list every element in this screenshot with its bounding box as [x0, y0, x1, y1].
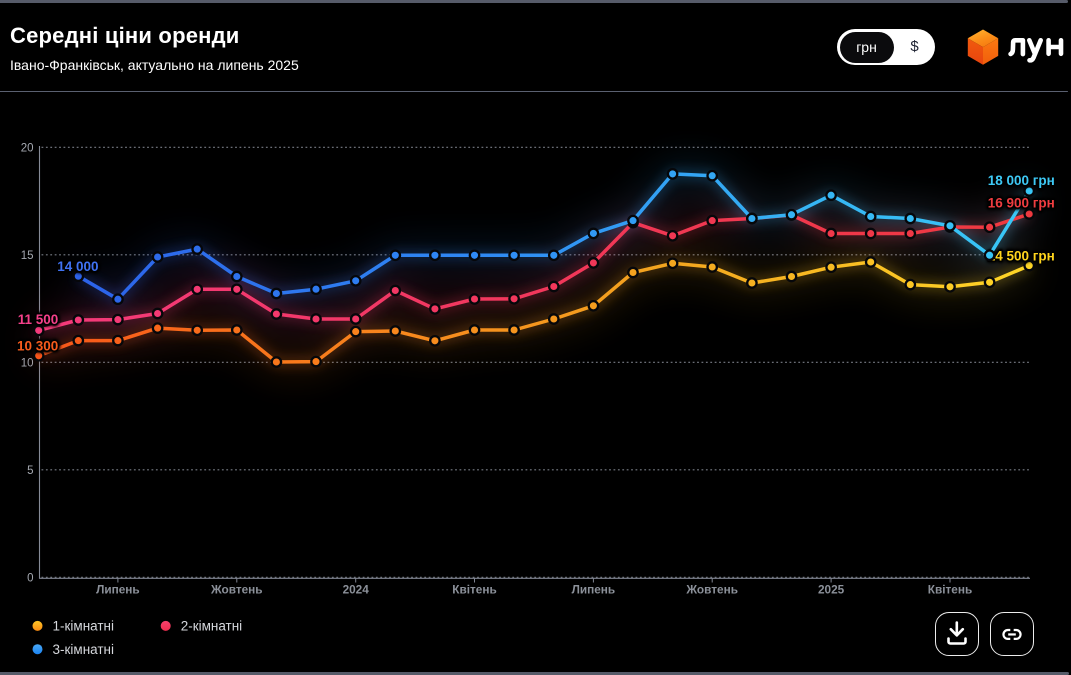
svg-text:10: 10 — [21, 357, 34, 369]
svg-text:Жовтень: Жовтень — [685, 583, 738, 597]
svg-text:2024: 2024 — [343, 583, 370, 597]
svg-text:Липень: Липень — [96, 583, 140, 597]
svg-text:2025: 2025 — [818, 583, 845, 597]
svg-text:16 900 грн: 16 900 грн — [988, 196, 1055, 211]
svg-text:Квітень: Квітень — [928, 583, 972, 597]
svg-text:Жовтень: Жовтень — [210, 583, 263, 597]
svg-text:10 300: 10 300 — [17, 338, 58, 353]
svg-text:2-кімнатні: 2-кімнатні — [181, 619, 243, 634]
svg-text:3-кімнатні: 3-кімнатні — [53, 642, 115, 657]
svg-text:1-кімнатні: 1-кімнатні — [53, 619, 115, 634]
svg-text:Липень: Липень — [572, 583, 616, 597]
svg-text:14 000: 14 000 — [57, 259, 98, 274]
svg-text:18 000 грн: 18 000 грн — [988, 173, 1055, 188]
svg-text:11 500: 11 500 — [18, 312, 59, 327]
svg-text:0: 0 — [27, 572, 33, 584]
svg-text:5: 5 — [27, 465, 33, 477]
svg-text:Квітень: Квітень — [452, 583, 496, 597]
svg-text:15: 15 — [21, 250, 34, 262]
svg-text:20: 20 — [21, 142, 34, 154]
svg-text:14 500 грн: 14 500 грн — [988, 249, 1055, 264]
